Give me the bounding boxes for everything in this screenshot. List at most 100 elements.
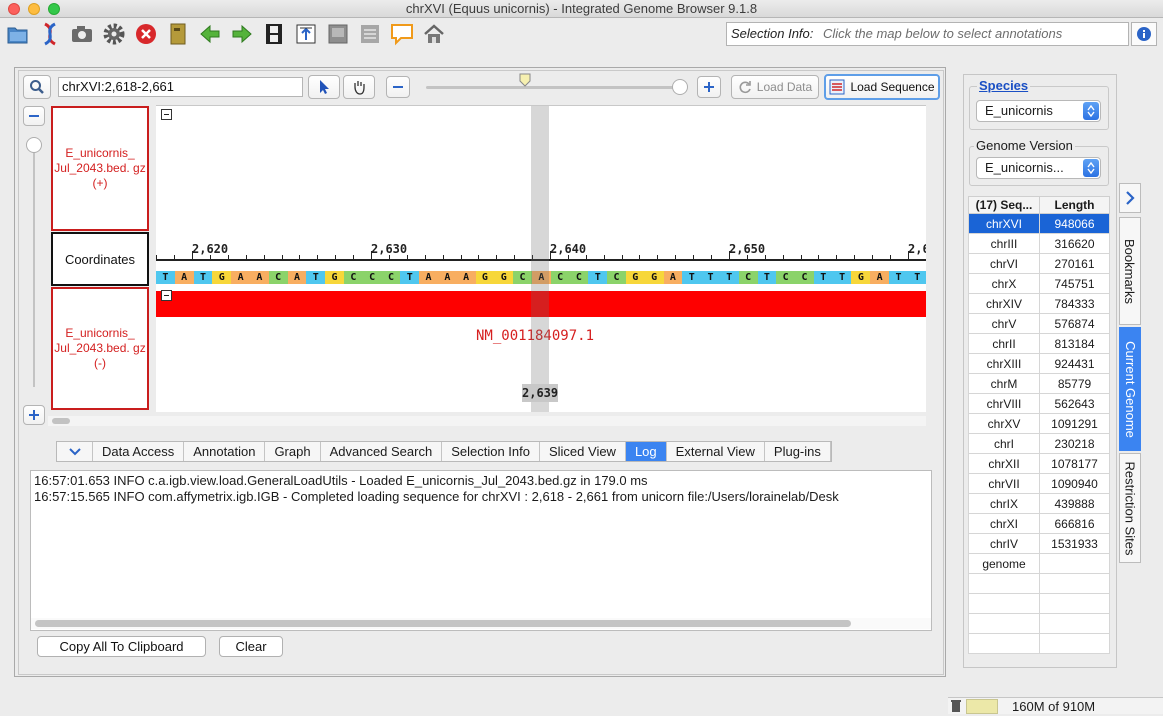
collapse-plus-track-button[interactable] — [161, 109, 172, 120]
selection-info-field[interactable]: Selection Info: Click the map below to s… — [726, 22, 1129, 46]
table-row[interactable]: chrXV 1091291 — [968, 413, 1110, 434]
camera-icon[interactable] — [69, 21, 95, 47]
tab-log[interactable]: Log — [625, 442, 667, 461]
seq-length-cell: 1531933 — [1039, 533, 1110, 554]
trash-icon[interactable] — [950, 699, 962, 716]
seq-name-cell — [968, 613, 1040, 634]
copy-all-button[interactable]: Copy All To Clipboard — [37, 636, 206, 657]
table-row[interactable] — [968, 573, 1110, 594]
feature-bar[interactable] — [156, 291, 926, 317]
tab-restriction-sites[interactable]: Restriction Sites — [1119, 453, 1141, 563]
open-folder-icon[interactable] — [5, 21, 31, 47]
table-row[interactable]: chrXII 1078177 — [968, 453, 1110, 474]
log-horizontal-scrollbar[interactable] — [31, 618, 931, 629]
tab-selection-info[interactable]: Selection Info — [442, 442, 540, 461]
table-row[interactable]: chrVIII 562643 — [968, 393, 1110, 414]
stop-icon[interactable] — [133, 21, 159, 47]
clear-button[interactable]: Clear — [219, 636, 283, 657]
info-button[interactable] — [1131, 22, 1157, 46]
tab-sliced-view[interactable]: Sliced View — [540, 442, 626, 461]
scrollbar-thumb[interactable] — [52, 418, 70, 424]
tab-bookmarks[interactable]: Bookmarks — [1119, 217, 1141, 325]
dna-icon[interactable] — [37, 21, 63, 47]
drag-mode-button[interactable] — [343, 75, 375, 99]
horizontal-zoom-slider[interactable] — [426, 86, 686, 89]
vertical-zoom-knob[interactable] — [26, 137, 42, 153]
collapse-minus-track-button[interactable] — [161, 290, 172, 301]
panel-icon[interactable] — [325, 21, 351, 47]
speech-bubble-icon[interactable] — [389, 21, 415, 47]
sequence-base: T — [719, 271, 739, 284]
export-icon[interactable] — [293, 21, 319, 47]
location-input[interactable]: chrXVI:2,618-2,661 — [58, 77, 303, 97]
vertical-zoom-in-button[interactable] — [23, 405, 45, 425]
table-row[interactable]: chrI 230218 — [968, 433, 1110, 454]
home-icon[interactable] — [421, 21, 447, 47]
table-row[interactable]: chrXI 666816 — [968, 513, 1110, 534]
table-row[interactable]: chrXVI 948066 — [968, 213, 1110, 234]
table-row[interactable]: chrIII 316620 — [968, 233, 1110, 254]
zoom-in-button[interactable] — [697, 76, 721, 98]
tab-external-view[interactable]: External View — [667, 442, 765, 461]
table-row[interactable] — [968, 593, 1110, 614]
tab-menu-button[interactable] — [57, 442, 93, 461]
film-icon[interactable] — [261, 21, 287, 47]
table-row[interactable] — [968, 633, 1110, 654]
zoom-out-button[interactable] — [386, 76, 410, 98]
table-row[interactable]: chrV 576874 — [968, 313, 1110, 334]
log-line: 16:57:15.565 INFO com.affymetrix.igb.IGB… — [34, 489, 839, 504]
track-label-minus[interactable]: E_unicornis_ Jul_2043.bed. gz (-) — [51, 287, 149, 410]
tab-graph[interactable]: Graph — [265, 442, 321, 461]
table-row[interactable]: chrX 745751 — [968, 273, 1110, 294]
expand-side-panel-button[interactable] — [1119, 183, 1141, 213]
zoom-slider-thumb[interactable] — [519, 73, 531, 90]
table-row[interactable]: chrXIV 784333 — [968, 293, 1110, 314]
book-icon[interactable] — [165, 21, 191, 47]
table-row[interactable]: chrVI 270161 — [968, 253, 1110, 274]
length-column-header[interactable]: Length — [1039, 196, 1110, 214]
select-mode-button[interactable] — [308, 75, 340, 99]
table-row[interactable]: chrII 813184 — [968, 333, 1110, 354]
tab-advanced-search[interactable]: Advanced Search — [321, 442, 443, 461]
scrollbar-thumb[interactable] — [35, 620, 851, 627]
close-window-button[interactable] — [8, 3, 20, 15]
seq-length-cell — [1039, 613, 1110, 634]
updown-arrows-icon — [1083, 102, 1099, 120]
load-data-button[interactable]: Load Data — [731, 75, 819, 99]
log-panel[interactable]: 16:57:01.653 INFO c.a.igb.view.load.Gene… — [30, 470, 932, 631]
sequence-base: C — [343, 271, 363, 284]
tab-annotation[interactable]: Annotation — [184, 442, 266, 461]
minimize-window-button[interactable] — [28, 3, 40, 15]
table-row[interactable]: genome — [968, 553, 1110, 574]
species-title[interactable]: Species — [977, 78, 1031, 93]
gear-icon[interactable] — [101, 21, 127, 47]
sequence-base: A — [456, 271, 476, 284]
table-row[interactable] — [968, 613, 1110, 634]
table-row[interactable]: chrXIII 924431 — [968, 353, 1110, 374]
zoom-search-button[interactable] — [23, 75, 51, 99]
track-horizontal-scrollbar[interactable] — [48, 416, 926, 426]
back-arrow-icon[interactable] — [197, 21, 223, 47]
forward-arrow-icon[interactable] — [229, 21, 255, 47]
track-label-plus[interactable]: E_unicornis_ Jul_2043.bed. gz (+) — [51, 106, 149, 231]
tab-plug-ins[interactable]: Plug-ins — [765, 442, 831, 461]
load-sequence-button[interactable]: Load Sequence — [824, 74, 940, 100]
zoom-window-button[interactable] — [48, 3, 60, 15]
track-label-coordinates[interactable]: Coordinates — [51, 232, 149, 286]
seq-column-header[interactable]: (17) Seq... — [968, 196, 1040, 214]
table-row[interactable]: chrIX 439888 — [968, 493, 1110, 514]
table-row[interactable]: chrM 85779 — [968, 373, 1110, 394]
panel-lines-icon[interactable] — [357, 21, 383, 47]
table-row[interactable]: chrIV 1531933 — [968, 533, 1110, 554]
info-icon — [1137, 27, 1151, 41]
species-select[interactable]: E_unicornis — [976, 100, 1101, 122]
vertical-zoom-out-button[interactable] — [23, 106, 45, 126]
zoom-slider-knob[interactable] — [672, 79, 688, 95]
tab-data-access[interactable]: Data Access — [93, 442, 185, 461]
seq-length-cell: 439888 — [1039, 493, 1110, 514]
tab-current-genome[interactable]: Current Genome — [1119, 327, 1141, 451]
genome-version-select[interactable]: E_unicornis... — [976, 157, 1101, 179]
table-row[interactable]: chrVII 1090940 — [968, 473, 1110, 494]
vertical-zoom-slider[interactable] — [33, 145, 35, 387]
